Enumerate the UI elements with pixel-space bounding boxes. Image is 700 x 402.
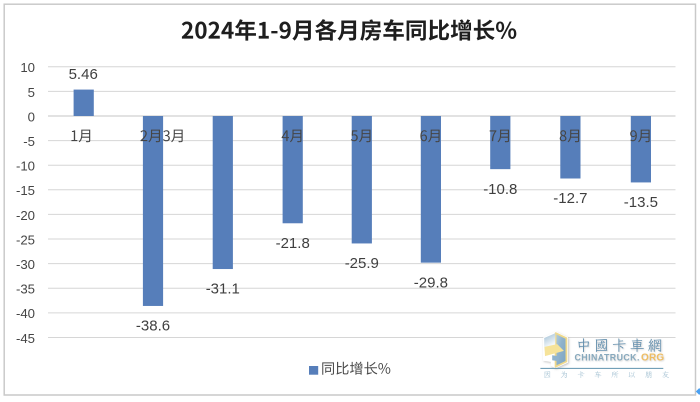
svg-text:-40: -40 [16,306,35,321]
svg-text:-10.8: -10.8 [483,181,517,198]
svg-text:-10: -10 [16,159,35,174]
svg-text:-25.9: -25.9 [345,255,379,272]
svg-text:-25: -25 [16,232,35,247]
svg-text:-29.8: -29.8 [414,274,448,291]
svg-text:CHINATRUCK.: CHINATRUCK. [575,352,640,362]
svg-text:-31.1: -31.1 [206,281,240,298]
svg-text:-45: -45 [16,331,35,346]
svg-text:-21.8: -21.8 [276,235,310,252]
svg-text:-35: -35 [16,282,35,297]
svg-text:10: 10 [20,60,35,75]
svg-text:-38.6: -38.6 [136,318,170,335]
svg-text:-15: -15 [16,183,35,198]
svg-text:-20: -20 [16,208,35,223]
svg-text:-12.7: -12.7 [553,190,587,207]
svg-text:-5: -5 [23,134,35,149]
svg-text:0: 0 [28,109,35,124]
svg-text:5: 5 [28,85,35,100]
svg-text:-30: -30 [16,257,35,272]
svg-text:5.46: 5.46 [69,66,98,83]
svg-text:ORG: ORG [641,353,664,364]
svg-text:-13.5: -13.5 [624,194,658,211]
